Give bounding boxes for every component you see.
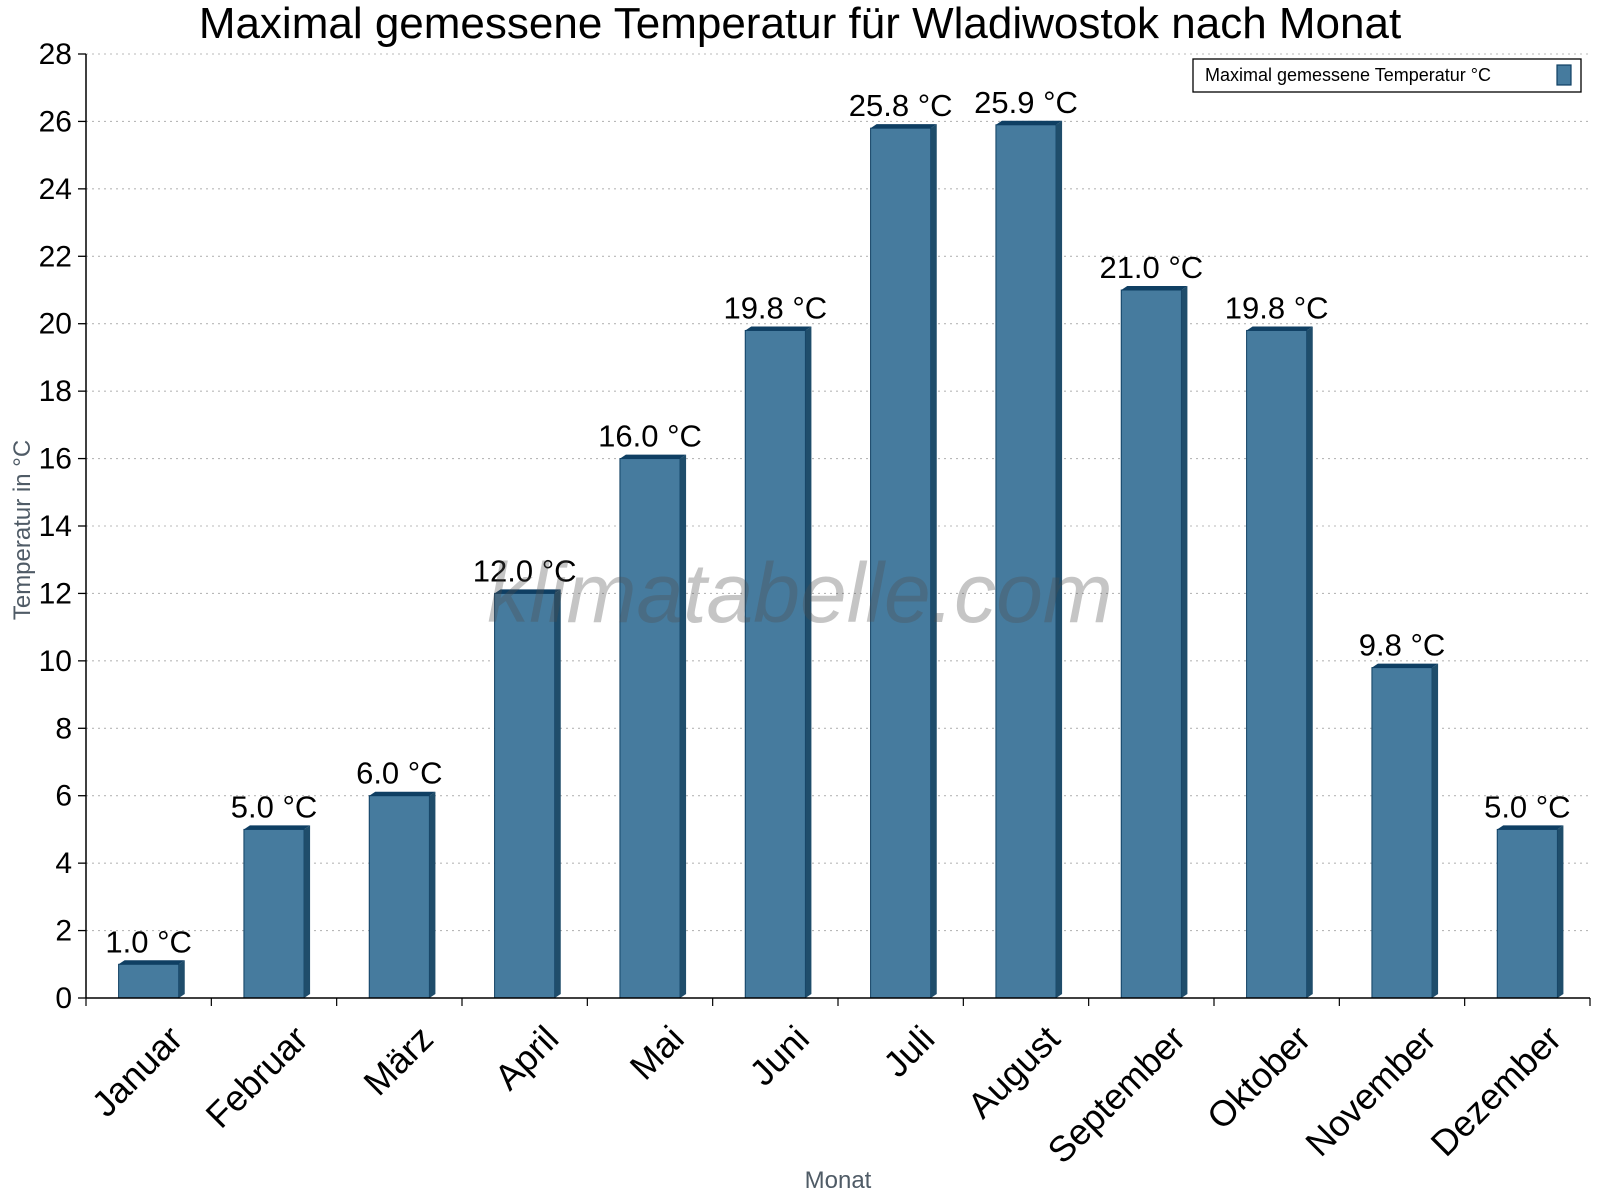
bar-side-februar: [304, 825, 311, 998]
axis-layer: [78, 53, 1591, 1006]
y-tick-label-24: 24: [39, 173, 72, 206]
bar-september: [1120, 289, 1182, 999]
data-label-mai: 16.0 °C: [598, 419, 702, 454]
data-label-november: 9.8 °C: [1359, 628, 1446, 663]
bar-top-juli: [870, 124, 937, 129]
data-label-januar: 1.0 °C: [105, 924, 192, 959]
y-tick-label-22: 22: [39, 240, 72, 273]
data-label-juli: 25.8 °C: [849, 88, 953, 123]
bar-side-april: [554, 589, 561, 998]
data-label-juni: 19.8 °C: [723, 290, 827, 325]
bar-top-februar: [243, 825, 311, 830]
y-tick-label-0: 0: [55, 982, 72, 1015]
y-tick-label-14: 14: [39, 510, 72, 543]
bar-top-mai: [619, 454, 687, 459]
bar-side-juni: [805, 326, 812, 998]
data-label-august: 25.9 °C: [974, 85, 1078, 120]
bar-layer: [118, 120, 1564, 999]
y-tick-label-2: 2: [55, 915, 72, 948]
bar-top-april: [494, 589, 561, 594]
bar-april: [494, 592, 556, 999]
data-label-märz: 6.0 °C: [356, 756, 443, 791]
y-tick-label-20: 20: [39, 308, 72, 341]
data-label-september: 21.0 °C: [1099, 250, 1203, 285]
bar-top-dezember: [1497, 825, 1564, 830]
bar-side-september: [1181, 286, 1188, 998]
data-label-oktober: 19.8 °C: [1225, 290, 1329, 325]
bar-top-oktober: [1246, 326, 1313, 331]
data-label-dezember: 5.0 °C: [1484, 789, 1571, 824]
x-axis-label: Monat: [805, 1167, 872, 1194]
bar-juni: [744, 329, 806, 999]
chart-title: Maximal gemessene Temperatur für Wladiwo…: [199, 0, 1401, 48]
bar-side-november: [1432, 663, 1439, 998]
y-axis-label: Temperatur in °C: [9, 440, 36, 620]
bar-top-september: [1121, 286, 1188, 290]
bar-side-juli: [930, 124, 937, 998]
bar-top-juni: [745, 326, 812, 331]
bar-januar: [118, 963, 180, 999]
bar-märz: [368, 795, 430, 999]
bar-top-august: [995, 120, 1063, 125]
legend: Maximal gemessene Temperatur °C: [1192, 58, 1582, 93]
bar-mai: [619, 458, 681, 999]
y-tick-label-26: 26: [39, 105, 72, 138]
bar-side-mai: [680, 454, 687, 999]
bar-top-november: [1371, 663, 1439, 668]
legend-box: [1192, 58, 1582, 93]
bar-oktober: [1246, 329, 1308, 999]
y-tick-label-6: 6: [55, 780, 72, 813]
bar-november: [1371, 667, 1433, 999]
y-tick-label-8: 8: [55, 712, 72, 745]
bar-top-märz: [369, 791, 436, 796]
y-tick-label-18: 18: [39, 375, 72, 408]
watermark-text: klimatabelle.com: [487, 546, 1113, 640]
y-tick-label-10: 10: [39, 645, 72, 678]
bar-februar: [243, 828, 305, 999]
legend-label: Maximal gemessene Temperatur °C: [1205, 65, 1491, 85]
bar-side-januar: [178, 960, 185, 998]
y-tick-label-12: 12: [39, 577, 72, 610]
bar-side-dezember: [1557, 825, 1564, 998]
data-label-april: 12.0 °C: [473, 553, 577, 588]
y-tick-label-4: 4: [55, 847, 72, 880]
bar-juli: [870, 127, 932, 999]
bar-side-märz: [429, 791, 436, 998]
bar-dezember: [1496, 828, 1558, 999]
bar-side-august: [1056, 120, 1063, 999]
bar-top-januar: [118, 960, 185, 965]
y-tick-label-28: 28: [39, 38, 72, 71]
bar-side-oktober: [1306, 326, 1313, 998]
y-tick-label-16: 16: [39, 443, 72, 476]
legend-swatch: [1556, 64, 1572, 86]
data-label-februar: 5.0 °C: [231, 789, 318, 824]
